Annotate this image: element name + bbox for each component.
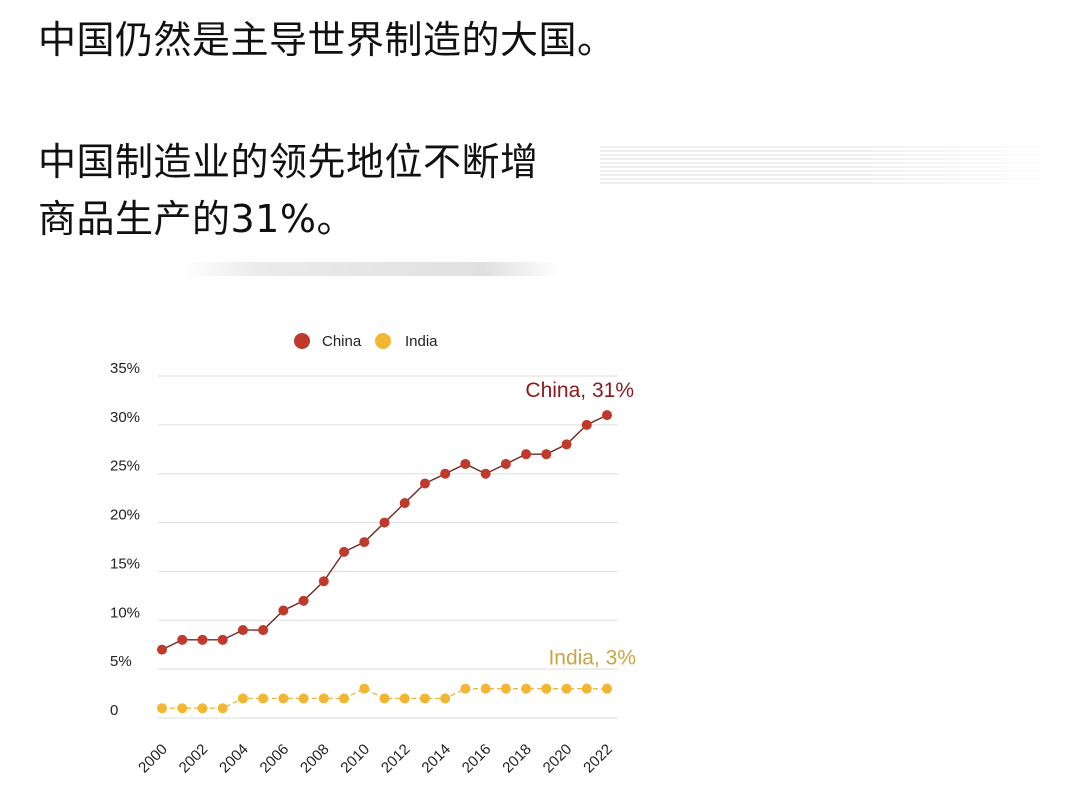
series-end-label: India, 3% <box>548 647 636 670</box>
data-point <box>298 693 309 704</box>
data-point <box>541 683 552 694</box>
data-point <box>460 683 471 694</box>
y-tick-label: 35% <box>110 360 140 377</box>
data-point <box>318 693 329 704</box>
data-point <box>237 693 248 704</box>
data-point <box>278 693 289 704</box>
x-tick-label: 2012 <box>378 741 414 777</box>
chart-cropped-title <box>180 262 560 276</box>
data-point <box>217 703 228 714</box>
y-tick-label: 0 <box>110 702 118 719</box>
data-point <box>157 644 167 655</box>
data-point <box>521 449 532 460</box>
x-tick-label: 2000 <box>135 741 171 777</box>
x-tick-label: 2002 <box>176 741 212 777</box>
chart-container: 0 5% 10% 15% 20% 25% 30% 35% 2000 2002 2004 2006 20… <box>0 250 1080 795</box>
data-point <box>359 537 370 548</box>
x-tick-label: 2010 <box>337 741 373 777</box>
x-tick-label: 2020 <box>540 741 576 777</box>
y-axis-tick-labels: 0 5% 10% 15% 20% 25% 30% 35% <box>110 360 140 719</box>
x-tick-label: 2008 <box>297 741 333 777</box>
y-tick-label: 30% <box>110 409 140 426</box>
data-point <box>480 468 491 479</box>
data-point <box>399 693 410 704</box>
data-point <box>500 458 511 469</box>
legend-label: China <box>322 333 362 350</box>
data-point <box>561 683 572 694</box>
data-point <box>419 478 430 489</box>
post-paragraph-2-line-2: 商品生产的31%。 <box>38 197 355 241</box>
legend-marker <box>375 333 391 349</box>
data-point <box>197 634 208 645</box>
x-tick-label: 2004 <box>216 741 252 777</box>
data-point <box>339 546 350 557</box>
data-point <box>399 498 410 509</box>
series-line <box>162 687 607 709</box>
data-point <box>339 693 350 704</box>
x-tick-label: 2018 <box>499 741 535 777</box>
data-point <box>217 634 228 645</box>
data-point <box>419 693 430 704</box>
y-tick-label: 15% <box>110 555 140 572</box>
data-point <box>177 703 188 714</box>
post-paragraph-2-line-1: 中国制造业的领先地位不断增 <box>38 140 539 184</box>
y-tick-label: 20% <box>110 507 140 524</box>
x-tick-label: 2016 <box>459 741 495 777</box>
data-point <box>237 625 248 636</box>
x-axis-tick-labels: 2000 2002 2004 2006 2008 2010 2012 2014 2016 2018… <box>135 741 616 777</box>
series-end-label: China, 31% <box>525 379 634 402</box>
chart-series <box>157 410 612 714</box>
data-point <box>500 683 511 694</box>
y-tick-label: 25% <box>110 458 140 475</box>
data-point <box>602 410 612 421</box>
x-tick-label: 2014 <box>418 741 454 777</box>
data-point <box>440 468 451 479</box>
post-paragraph-1: 中国仍然是主导世界制造的大国。 <box>38 18 616 62</box>
data-point <box>440 693 451 704</box>
data-point <box>379 517 390 528</box>
data-point <box>480 683 491 694</box>
series-end-labels: China, 31% India, 3% <box>525 379 636 670</box>
data-point <box>602 683 612 694</box>
data-point <box>157 703 167 714</box>
data-point <box>258 693 269 704</box>
x-tick-label: 2022 <box>580 741 616 777</box>
line-chart: 05%10%15%20%25%30%35% 2000 2002 2004 2006 20… <box>110 333 636 777</box>
redaction-overlay <box>600 146 1040 184</box>
legend-label: India <box>405 333 438 350</box>
data-point <box>197 703 208 714</box>
data-point <box>278 605 289 616</box>
data-point <box>460 458 471 469</box>
data-point <box>541 449 552 460</box>
x-tick-label: 2006 <box>257 741 293 777</box>
y-tick-label: 10% <box>110 604 140 621</box>
series-line <box>161 414 608 651</box>
data-point <box>581 683 592 694</box>
data-point <box>581 419 592 430</box>
data-point <box>177 634 188 645</box>
legend-marker <box>294 333 310 349</box>
data-point <box>561 439 572 450</box>
data-point <box>379 693 390 704</box>
data-point <box>258 625 269 636</box>
chart-legend: China India <box>294 333 438 350</box>
data-point <box>298 595 309 606</box>
y-tick-label: 5% <box>110 653 132 670</box>
data-point <box>318 576 329 587</box>
data-point <box>521 683 532 694</box>
data-point <box>359 683 370 694</box>
